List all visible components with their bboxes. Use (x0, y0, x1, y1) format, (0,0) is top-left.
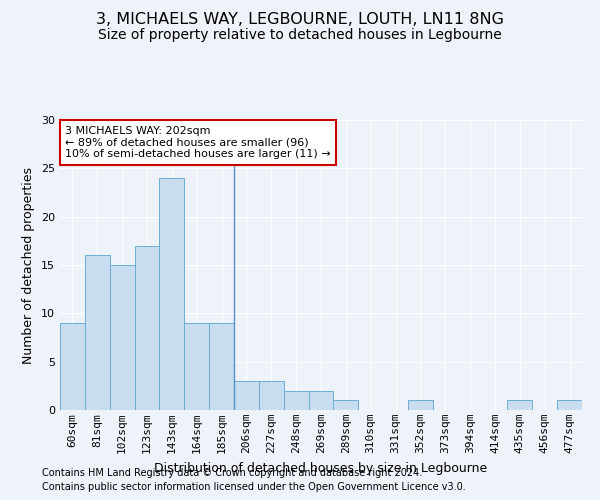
Bar (284, 390, 308, 410)
Bar (160, 178, 184, 410)
Text: 3 MICHAELS WAY: 202sqm
← 89% of detached houses are smaller (96)
10% of semi-det: 3 MICHAELS WAY: 202sqm ← 89% of detached… (65, 126, 331, 159)
Bar (408, 400, 433, 410)
Bar (508, 400, 532, 410)
Bar (209, 323, 234, 410)
Bar (234, 381, 259, 410)
Bar (85, 256, 110, 410)
Text: 3, MICHAELS WAY, LEGBOURNE, LOUTH, LN11 8NG: 3, MICHAELS WAY, LEGBOURNE, LOUTH, LN11 … (96, 12, 504, 28)
Bar (60, 323, 85, 410)
Text: Size of property relative to detached houses in Legbourne: Size of property relative to detached ho… (98, 28, 502, 42)
Bar (557, 400, 582, 410)
Text: Contains public sector information licensed under the Open Government Licence v3: Contains public sector information licen… (42, 482, 466, 492)
X-axis label: Distribution of detached houses by size in Legbourne: Distribution of detached houses by size … (154, 462, 488, 474)
Y-axis label: Number of detached properties: Number of detached properties (22, 166, 35, 364)
Bar (184, 323, 209, 410)
Bar (259, 381, 284, 410)
Bar (308, 390, 334, 410)
Bar (110, 265, 134, 410)
Bar (334, 400, 358, 410)
Text: Contains HM Land Registry data © Crown copyright and database right 2024.: Contains HM Land Registry data © Crown c… (42, 468, 422, 477)
Bar (134, 246, 160, 410)
